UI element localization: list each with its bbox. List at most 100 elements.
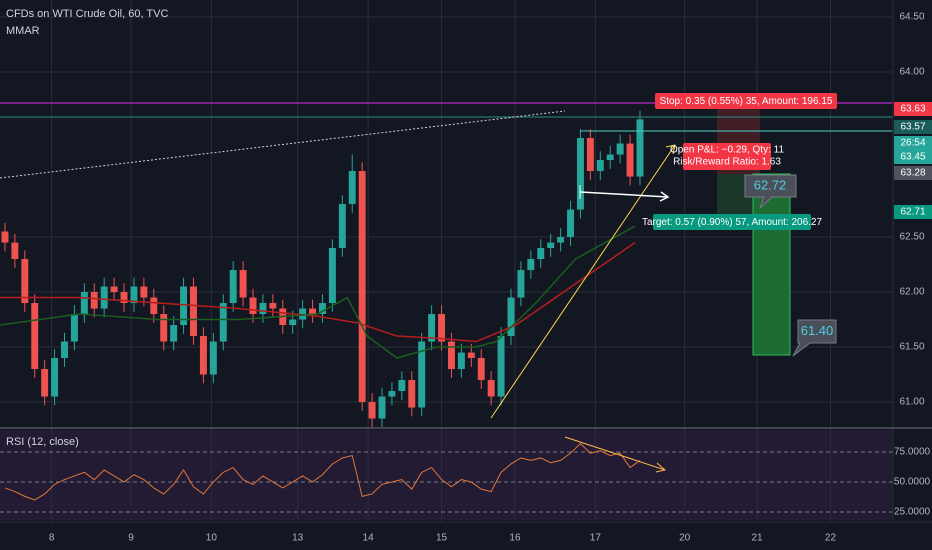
price-tag: 63.63 xyxy=(900,104,925,115)
candle-body xyxy=(547,242,555,249)
candle-body xyxy=(21,259,29,304)
candle-body xyxy=(497,336,505,397)
candle-body xyxy=(120,292,128,304)
candle-body xyxy=(31,303,39,370)
callout-label: 61.40 xyxy=(801,323,834,338)
candle-body xyxy=(507,297,515,337)
candle-body xyxy=(576,138,584,210)
candle-body xyxy=(636,119,644,177)
rsi-arrow xyxy=(564,436,666,471)
candle-body xyxy=(537,248,545,260)
price-tag-bg xyxy=(894,166,932,180)
candle-body xyxy=(170,325,178,342)
trend-arrow xyxy=(490,144,676,419)
candle-body xyxy=(527,259,535,271)
candle-body xyxy=(309,308,317,315)
y-tick-label: 64.00 xyxy=(899,67,924,78)
price-tag: 62.71 xyxy=(900,207,925,218)
indicator-label: MMAR xyxy=(6,25,40,37)
y-tick-label: 75.0000 xyxy=(894,447,931,458)
price-tag-bg xyxy=(894,136,932,164)
arrow-head xyxy=(659,191,670,202)
candle-body xyxy=(487,380,495,397)
y-tick-label: 50.0000 xyxy=(894,477,931,488)
candle-body xyxy=(368,402,376,419)
callout-label: 62.72 xyxy=(754,177,787,192)
rsi-title: RSI (12, close) xyxy=(6,436,79,448)
candle-body xyxy=(269,303,277,309)
price-tag-bg xyxy=(894,102,932,116)
candle-body xyxy=(110,286,118,293)
candle-body xyxy=(289,319,297,326)
x-tick-label: 10 xyxy=(206,533,218,544)
candle-body xyxy=(70,314,78,342)
price-tag: 63.45 xyxy=(900,152,925,163)
rsi-pane xyxy=(0,430,893,520)
x-tick-label: 8 xyxy=(49,533,55,544)
candle-body xyxy=(259,303,267,315)
y-tick-label: 62.50 xyxy=(899,232,924,243)
candle-body xyxy=(100,286,108,309)
candle-body xyxy=(457,352,465,370)
x-tick-label: 9 xyxy=(128,533,134,544)
candle-body xyxy=(557,237,565,243)
grid xyxy=(0,0,893,522)
candle-body xyxy=(328,248,336,304)
candle-body xyxy=(596,160,604,172)
x-tick-label: 17 xyxy=(590,533,602,544)
candle-body xyxy=(80,292,88,315)
candle-body xyxy=(1,231,9,243)
candle-body xyxy=(567,209,575,238)
candle-body xyxy=(517,270,525,298)
y-tick-label: 61.00 xyxy=(899,397,924,408)
moving-average xyxy=(0,241,636,343)
candle-body xyxy=(90,292,98,309)
candle-body xyxy=(229,270,237,304)
candle-body xyxy=(160,314,168,342)
candle-body xyxy=(11,242,19,260)
candle-body xyxy=(388,391,396,397)
candle-body xyxy=(408,380,416,408)
candle-body xyxy=(180,286,188,326)
price-tag: 63.57 xyxy=(900,122,925,133)
candle-body xyxy=(299,308,307,320)
arrow xyxy=(579,191,669,198)
x-tick-label: 20 xyxy=(679,533,691,544)
pnl-label: Open P&L: −0.29, Qty: 11 xyxy=(670,145,784,156)
price-tag-bg xyxy=(894,205,932,219)
chart-title: CFDs on WTI Crude Oil, 60, TVC xyxy=(6,8,168,20)
candle-body xyxy=(249,297,257,315)
candle-body xyxy=(447,341,455,370)
candle-body xyxy=(150,297,158,315)
candle-body xyxy=(190,286,197,337)
candle-body xyxy=(199,336,207,375)
price-tag: 63.28 xyxy=(900,168,925,179)
x-tick-label: 14 xyxy=(363,533,375,544)
target-label: Target: 0.57 (0.90%) 57, Amount: 206.27 xyxy=(642,217,823,228)
candle-body xyxy=(41,369,49,397)
arrow-head xyxy=(665,144,676,155)
target-label-bg xyxy=(653,214,811,230)
candle-body xyxy=(209,341,217,375)
candle-body xyxy=(428,314,436,342)
x-tick-label: 16 xyxy=(509,533,521,544)
candle-body xyxy=(140,286,148,298)
candle-body xyxy=(398,380,406,392)
candle-body xyxy=(378,396,386,419)
trend-line xyxy=(0,110,566,179)
candle-body xyxy=(51,358,59,397)
target-box xyxy=(752,173,791,356)
candle-body xyxy=(477,358,485,381)
y-tick-label: 61.50 xyxy=(899,342,924,353)
callout xyxy=(744,174,797,209)
y-tick-label: 64.50 xyxy=(899,12,924,23)
ratio-label: Risk/Reward Ratio: 1.63 xyxy=(673,157,781,168)
candle-body xyxy=(318,303,326,315)
y-tick-label: 62.00 xyxy=(899,287,924,298)
rsi-line xyxy=(4,442,641,501)
candle-body xyxy=(338,204,346,249)
moving-average xyxy=(0,225,636,359)
callout xyxy=(792,319,837,357)
price-tag: 26:54 xyxy=(900,138,925,149)
